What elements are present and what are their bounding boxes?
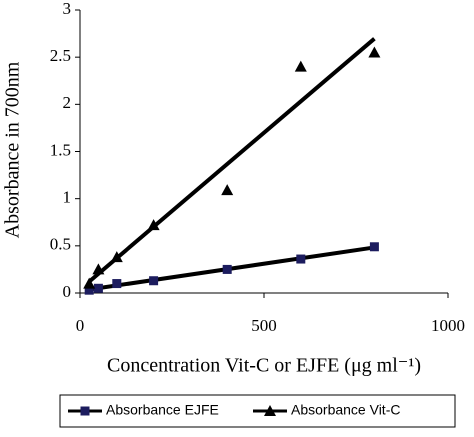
marker — [93, 283, 103, 293]
x-tick-label: 1000 — [431, 316, 465, 335]
marker — [112, 279, 122, 289]
y-tick-label: 2 — [63, 93, 72, 112]
x-tick-label: 500 — [251, 316, 277, 335]
marker — [92, 263, 105, 275]
y-tick-label: 0.5 — [50, 235, 71, 254]
legend-marker — [264, 405, 276, 416]
trendline — [87, 37, 376, 284]
marker — [296, 254, 306, 264]
y-axis-title: Absorbance in 700nm — [2, 61, 24, 238]
marker — [221, 184, 234, 196]
marker — [222, 264, 232, 274]
legend-box — [59, 394, 456, 428]
legend-marker — [80, 406, 90, 416]
x-axis-title: Concentration Vit-C or EJFE (μg ml⁻¹) — [107, 355, 421, 377]
marker — [83, 277, 96, 289]
y-tick-label: 2.5 — [50, 46, 71, 65]
marker — [84, 285, 94, 295]
legend-label: Absorbance EJFE — [106, 402, 219, 418]
y-tick-label: 1 — [63, 188, 72, 207]
x-tick-label: 0 — [76, 316, 85, 335]
marker — [368, 46, 381, 58]
marker — [110, 251, 123, 263]
marker — [294, 60, 307, 72]
legend-label: Absorbance Vit-C — [291, 402, 400, 418]
y-tick-label: 0 — [63, 282, 72, 301]
y-tick-label: 3 — [63, 0, 72, 18]
y-tick-label: 1.5 — [50, 140, 71, 159]
marker — [149, 276, 159, 286]
marker — [147, 219, 160, 231]
marker — [369, 242, 379, 252]
trendline — [88, 245, 375, 292]
